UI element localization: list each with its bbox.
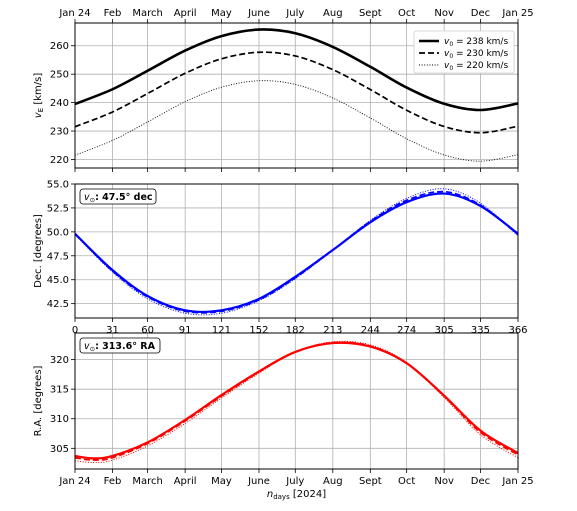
legend-label: v0 = 238 km/s xyxy=(444,37,508,48)
series-line-solid xyxy=(75,341,518,460)
y-tick-label: 260 xyxy=(50,41,69,52)
panel-velocity: 220 230 240 250 260 Jan 24 Feb March April May Jun… xyxy=(33,8,534,172)
series-line-dotted xyxy=(75,80,518,162)
y-tick-label: 52.5 xyxy=(47,203,69,214)
x-axis-label: ndays [2024] xyxy=(267,489,326,501)
x-tick-label: Nov xyxy=(434,476,454,487)
y-tick-label: 250 xyxy=(50,70,69,81)
x-tick-label-top: June xyxy=(247,8,270,19)
x-tick-label: 60 xyxy=(141,325,154,336)
x-tick-label: Dec xyxy=(471,476,490,487)
x-tick-label: Sept xyxy=(359,476,382,487)
x-tick-label: April xyxy=(174,476,197,487)
x-tick-label-top: Sept xyxy=(359,8,382,19)
annotation-text: v⊙: 47.5° dec xyxy=(84,192,153,204)
series-line-dashed xyxy=(75,190,518,314)
x-tick-label-top: May xyxy=(211,8,232,19)
series-line-dashed xyxy=(75,51,518,134)
x-tick-label-top: Aug xyxy=(323,8,343,19)
x-tick-label: Jan 25 xyxy=(501,476,533,487)
x-tick-label: 91 xyxy=(179,325,192,336)
y-tick-label: 315 xyxy=(50,385,69,396)
x-tick-label: July xyxy=(285,476,304,487)
x-tick-label: 182 xyxy=(286,325,305,336)
y-tick-label: 230 xyxy=(50,127,69,138)
x-tick-label: May xyxy=(211,476,232,487)
x-tick-label: 366 xyxy=(508,325,527,336)
series-line-solid xyxy=(75,28,518,112)
x-tick-label: June xyxy=(247,476,270,487)
x-tick-label-top: Dec xyxy=(471,8,490,19)
annotation-box xyxy=(79,337,161,354)
y-axis-label: R.A. [degrees] xyxy=(33,365,44,436)
annotation-box xyxy=(79,188,157,205)
x-tick-label: 31 xyxy=(106,325,119,336)
x-tick-label-top: Feb xyxy=(104,8,122,19)
panel-declination: 42.5 45.0 47.5 50.0 52.5 55.0 0 31 60 91 121 152 182… xyxy=(33,180,528,337)
x-tick-label: Aug xyxy=(323,476,343,487)
x-tick-label: 244 xyxy=(361,325,380,336)
y-tick-label: 220 xyxy=(50,155,69,166)
y-tick-label: 320 xyxy=(50,355,69,366)
y-tick-label: 42.5 xyxy=(47,299,69,310)
x-tick-label: 213 xyxy=(323,325,342,336)
x-tick-label: 121 xyxy=(212,325,231,336)
x-tick-label: March xyxy=(132,476,162,487)
plot-frame xyxy=(74,332,519,470)
x-tick-label-top: April xyxy=(174,8,197,19)
plot-frame xyxy=(74,22,519,169)
x-tick-label: Feb xyxy=(104,476,122,487)
x-tick-label-top: Nov xyxy=(434,8,454,19)
x-tick-label-top: Jan 24 xyxy=(58,8,90,19)
x-tick-label: 0 xyxy=(72,325,78,336)
y-tick-label: 45.0 xyxy=(47,275,69,286)
x-tick-label: 152 xyxy=(249,325,268,336)
x-tick-label: Jan 24 xyxy=(58,476,90,487)
x-tick-label-top: March xyxy=(132,8,162,19)
annotation-text: v⊙: 313.6° RA xyxy=(84,341,156,353)
x-tick-label: 305 xyxy=(435,325,454,336)
x-tick-label-top: July xyxy=(285,8,304,19)
x-tick-label-top: Oct xyxy=(398,8,415,19)
series-line-solid xyxy=(75,192,518,314)
legend-label: v0 = 230 km/s xyxy=(444,49,508,60)
series-line-dashed xyxy=(75,341,518,461)
x-tick-label: 335 xyxy=(471,325,490,336)
y-tick-label: 47.5 xyxy=(47,251,69,262)
x-tick-label: 274 xyxy=(397,325,416,336)
series-line-dotted xyxy=(75,188,518,316)
y-tick-label: 305 xyxy=(50,444,69,455)
x-tick-label-top: Jan 25 xyxy=(501,8,533,19)
y-axis-label: Dec. [degrees] xyxy=(33,214,44,288)
y-tick-label: 240 xyxy=(50,98,69,109)
y-axis-label: vE [km/s] xyxy=(33,73,45,119)
x-tick-label: Oct xyxy=(398,476,415,487)
y-tick-label: 50.0 xyxy=(47,227,69,238)
y-tick-label: 310 xyxy=(50,414,69,425)
y-tick-label: 55.0 xyxy=(47,180,69,191)
plot-frame xyxy=(74,183,519,319)
legend-label: v0 = 220 km/s xyxy=(444,61,508,72)
panel-right-ascension: 305 310 315 320 Jan 24 Feb March April May June Ju… xyxy=(33,332,534,501)
